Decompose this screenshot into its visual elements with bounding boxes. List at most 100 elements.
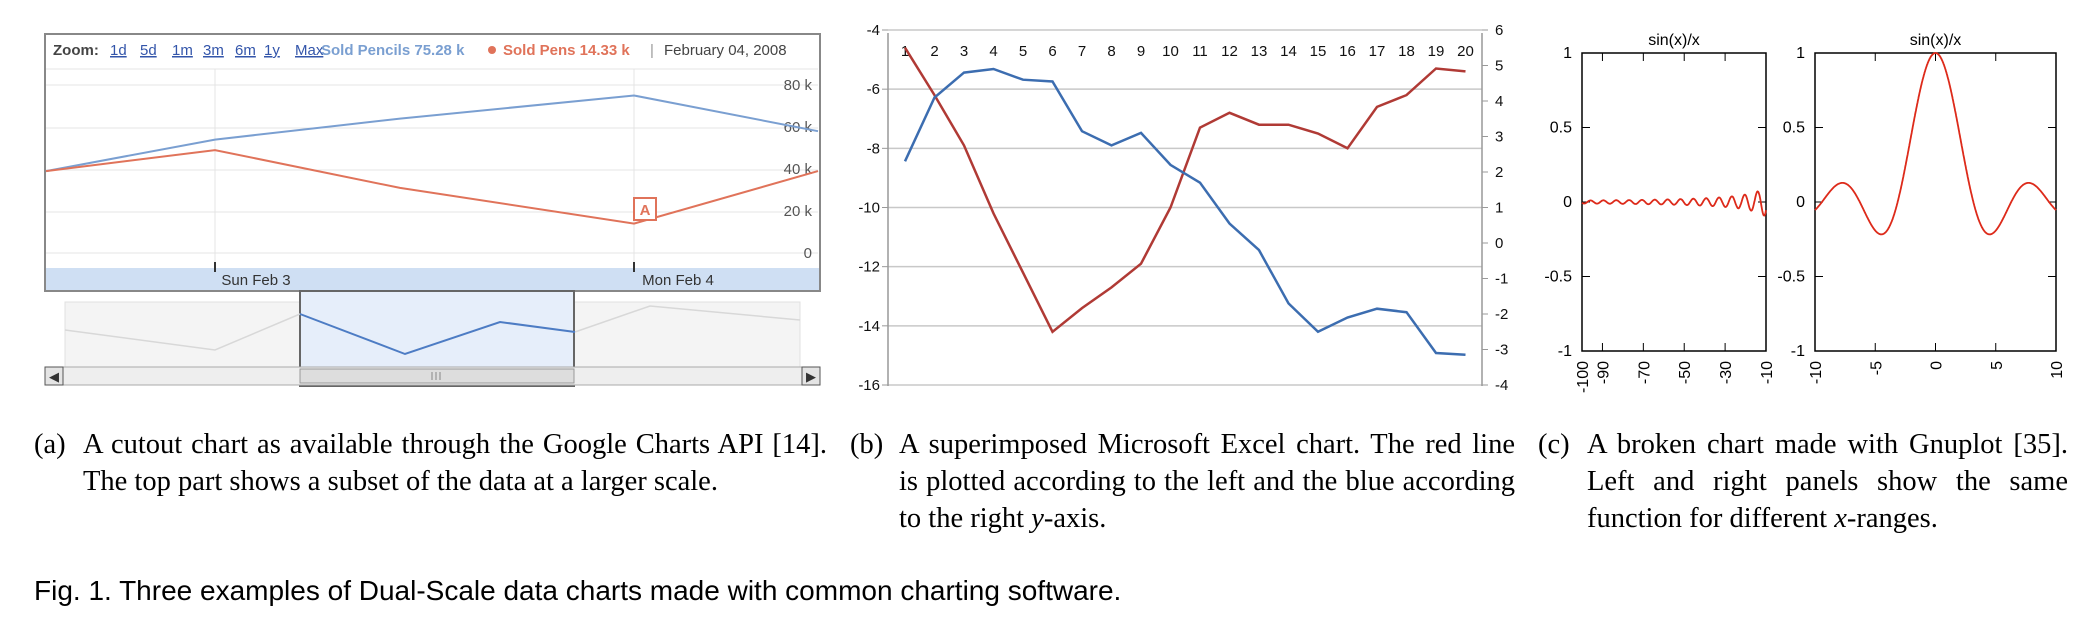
scroll-left-button[interactable] bbox=[44, 366, 64, 386]
left-y-tick: -14 bbox=[858, 318, 880, 335]
x-tick-label: 18 bbox=[1398, 43, 1415, 60]
caption-c-text-end: -ranges. bbox=[1846, 503, 1938, 534]
series-line-blue-right-axis bbox=[903, 67, 1466, 357]
annotation-marker-box[interactable] bbox=[633, 197, 657, 221]
figure-caption: Fig. 1. Three examples of Dual-Scale dat… bbox=[34, 575, 1122, 606]
right-y-tick: 2 bbox=[1495, 164, 1503, 181]
legend-pens: Sold Pens 14.33 k bbox=[503, 42, 630, 59]
grip-icon bbox=[431, 372, 441, 380]
caption-a-label: (a) bbox=[34, 429, 66, 460]
y-tick-label: 40 k bbox=[784, 161, 813, 178]
right-y-tick: 3 bbox=[1495, 129, 1503, 146]
overview-line-selected bbox=[299, 313, 576, 356]
y-tick-label: 0 bbox=[1796, 194, 1805, 211]
zoom-link-Max[interactable]: Max bbox=[295, 42, 324, 59]
series-line-red-left-axis bbox=[903, 47, 1466, 334]
x-tick-label: -10 bbox=[1759, 361, 1776, 384]
panel-c: sin(x)/x10.50-0.5-1-100 -90 -70 -50 -30 -10 s… bbox=[1544, 32, 2066, 393]
x-tick-label: 8 bbox=[1107, 43, 1115, 60]
right-y-tick: -3 bbox=[1495, 342, 1508, 359]
plot-title: sin(x)/x bbox=[1648, 32, 1700, 49]
plot-frame bbox=[1581, 52, 1767, 352]
right-y-tick: -2 bbox=[1495, 306, 1508, 323]
x-tick-label: 3 bbox=[960, 43, 968, 60]
overview-line-left bbox=[64, 313, 301, 351]
y-tick-label: 20 k bbox=[784, 203, 813, 220]
x-tick-label: 6 bbox=[1048, 43, 1056, 60]
x-tick-label: 2 bbox=[930, 43, 938, 60]
x-tick-label: 11 bbox=[1192, 43, 1208, 60]
date-label-2: Mon Feb 4 bbox=[642, 272, 714, 289]
x-tick-label: 16 bbox=[1339, 43, 1356, 60]
scroll-right-button[interactable] bbox=[801, 366, 821, 386]
panel-a: Zoom: 1d 5d 1m 3m 6m 1y Max Sold Pencils 75.28… bbox=[44, 33, 821, 387]
right-y-tick: -4 bbox=[1495, 377, 1508, 394]
x-tick-label: -70 bbox=[1636, 361, 1653, 384]
zoom-link-1d[interactable]: 1d bbox=[110, 42, 127, 59]
y-tick-label: 0.5 bbox=[1783, 120, 1805, 137]
legend-pens-dot bbox=[488, 46, 496, 54]
figure-canvas: Zoom: 1d 5d 1m 3m 6m 1y Max Sold Pencils 75.28… bbox=[44, 22, 2066, 394]
right-y-tick: 6 bbox=[1495, 22, 1503, 39]
x-tick-label: 0 bbox=[1929, 361, 1946, 370]
y-tick-label: 0 bbox=[804, 245, 812, 262]
x-tick-label: 4 bbox=[989, 43, 997, 60]
x-tick-label: 19 bbox=[1428, 43, 1445, 60]
y-tick-label: 80 k bbox=[784, 77, 813, 94]
y-tick-label: 0 bbox=[1563, 194, 1572, 211]
x-tick-label: 15 bbox=[1310, 43, 1327, 60]
zoom-links[interactable]: 1d 5d 1m 3m 6m 1y Max bbox=[110, 42, 324, 59]
caption-b-italic: y bbox=[1031, 503, 1044, 534]
x-tick-label: 10 bbox=[1162, 43, 1179, 60]
sinc-curve-left bbox=[1581, 190, 1767, 217]
x-tick-label: 12 bbox=[1221, 43, 1238, 60]
y-tick-label: 1 bbox=[1563, 45, 1572, 62]
y-tick-label: -0.5 bbox=[1544, 269, 1572, 286]
x-tick-label: 5 bbox=[1019, 43, 1027, 60]
x-tick-label: 1 bbox=[901, 43, 909, 60]
zoom-link-3m[interactable]: 3m bbox=[203, 42, 224, 59]
legend-date: February 04, 2008 bbox=[664, 42, 787, 59]
caption-c-label: (c) bbox=[1538, 429, 1570, 460]
y-tick-label: -1 bbox=[1791, 343, 1805, 360]
caption-b-label: (b) bbox=[850, 429, 884, 460]
zoom-link-1m[interactable]: 1m bbox=[172, 42, 193, 59]
plot-title: sin(x)/x bbox=[1910, 32, 1962, 49]
scrollbar-thumb[interactable] bbox=[299, 368, 575, 384]
right-y-tick: 4 bbox=[1495, 93, 1503, 110]
series-line-pens bbox=[45, 149, 819, 225]
caption-a-text: A cutout chart as available through the … bbox=[83, 429, 827, 497]
zoom-link-1y[interactable]: 1y bbox=[264, 42, 280, 59]
caption-b-text-end: -axis. bbox=[1043, 503, 1107, 534]
right-y-tick: 1 bbox=[1495, 200, 1503, 217]
sinc-curve-right bbox=[1814, 52, 2057, 236]
x-tick-label: -100 bbox=[1575, 361, 1592, 393]
caption-c: (c) A broken chart made with Gnuplot [35… bbox=[1538, 426, 2068, 537]
caption-b-text: A superimposed Microsoft Excel chart. Th… bbox=[899, 429, 1515, 534]
series-line-pencils bbox=[45, 94, 819, 173]
left-y-tick: -6 bbox=[867, 81, 880, 98]
right-y-tick: 0 bbox=[1495, 235, 1503, 252]
caption-c-italic: x bbox=[1834, 503, 1847, 534]
date-label-1: Sun Feb 3 bbox=[221, 272, 290, 289]
annotation-marker[interactable]: A bbox=[640, 202, 651, 219]
zoom-link-6m[interactable]: 6m bbox=[235, 42, 256, 59]
zoom-link-5d[interactable]: 5d bbox=[140, 42, 157, 59]
left-y-tick: -16 bbox=[858, 377, 880, 394]
zoom-label: Zoom: bbox=[53, 42, 99, 59]
panel-a-grid bbox=[46, 68, 818, 268]
x-tick-label: -50 bbox=[1677, 361, 1694, 384]
left-y-tick: -8 bbox=[867, 140, 880, 157]
left-y-tick: -10 bbox=[858, 200, 880, 217]
overview-series bbox=[64, 305, 801, 356]
panel-a-frame bbox=[44, 33, 821, 292]
right-y-tick: 5 bbox=[1495, 58, 1503, 75]
legend-pencils: Sold Pencils 75.28 k bbox=[321, 42, 465, 59]
x-tick-label: 7 bbox=[1078, 43, 1086, 60]
overview-line-right bbox=[574, 305, 801, 333]
x-tick-label: 20 bbox=[1457, 43, 1474, 60]
x-tick-label: -10 bbox=[1808, 361, 1825, 384]
left-y-tick: -12 bbox=[858, 259, 880, 276]
